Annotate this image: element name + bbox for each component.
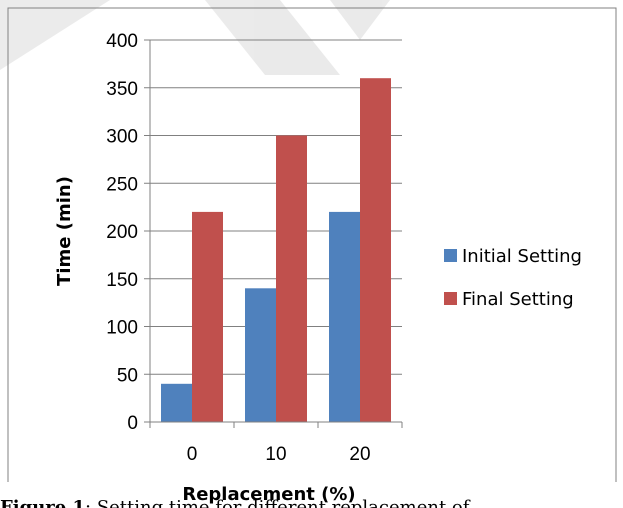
x-axis-ticks: 0 10 20 bbox=[149, 422, 403, 465]
y-tick-label: 0 bbox=[127, 413, 138, 434]
legend-swatch-final-setting bbox=[444, 292, 457, 305]
legend-label-initial-setting: Initial Setting bbox=[462, 246, 582, 267]
y-tick-label: 400 bbox=[106, 31, 138, 52]
y-tick-label: 350 bbox=[106, 79, 138, 100]
x-tick-label: 10 bbox=[265, 444, 286, 465]
bar-final-setting-10 bbox=[276, 135, 307, 422]
y-axis-title: Time (min) bbox=[54, 176, 75, 286]
y-tick-label: 300 bbox=[106, 127, 138, 148]
bar-initial-setting-20 bbox=[329, 211, 360, 422]
bars bbox=[161, 78, 391, 422]
y-tick-label: 100 bbox=[106, 318, 138, 339]
bar-final-setting-20 bbox=[360, 78, 391, 422]
y-tick-label: 50 bbox=[117, 365, 138, 386]
legend-swatch-initial-setting bbox=[444, 249, 457, 262]
x-tick-label: 20 bbox=[349, 444, 370, 465]
y-tick-label: 200 bbox=[106, 222, 138, 243]
bar-final-setting-0 bbox=[192, 211, 223, 422]
caption-background bbox=[0, 482, 623, 508]
caption-body: : Setting time for different replacement… bbox=[85, 497, 471, 508]
legend-label-final-setting: Final Setting bbox=[462, 289, 574, 310]
y-tick-label: 150 bbox=[106, 270, 138, 291]
figure-caption: Figure 1: Setting time for different rep… bbox=[0, 497, 471, 508]
x-axis-title: Replacement (%) bbox=[182, 484, 355, 505]
watermark bbox=[0, 0, 390, 75]
x-tick-label: 0 bbox=[187, 444, 198, 465]
bar-initial-setting-0 bbox=[161, 383, 192, 422]
y-tick-label: 250 bbox=[106, 174, 138, 195]
caption-label: Figure 1 bbox=[0, 497, 85, 508]
legend: Initial Setting Final Setting bbox=[444, 246, 582, 310]
y-axis-ticks: 0 50 100 150 200 250 300 350 400 bbox=[106, 31, 150, 434]
bar-initial-setting-10 bbox=[245, 288, 276, 422]
